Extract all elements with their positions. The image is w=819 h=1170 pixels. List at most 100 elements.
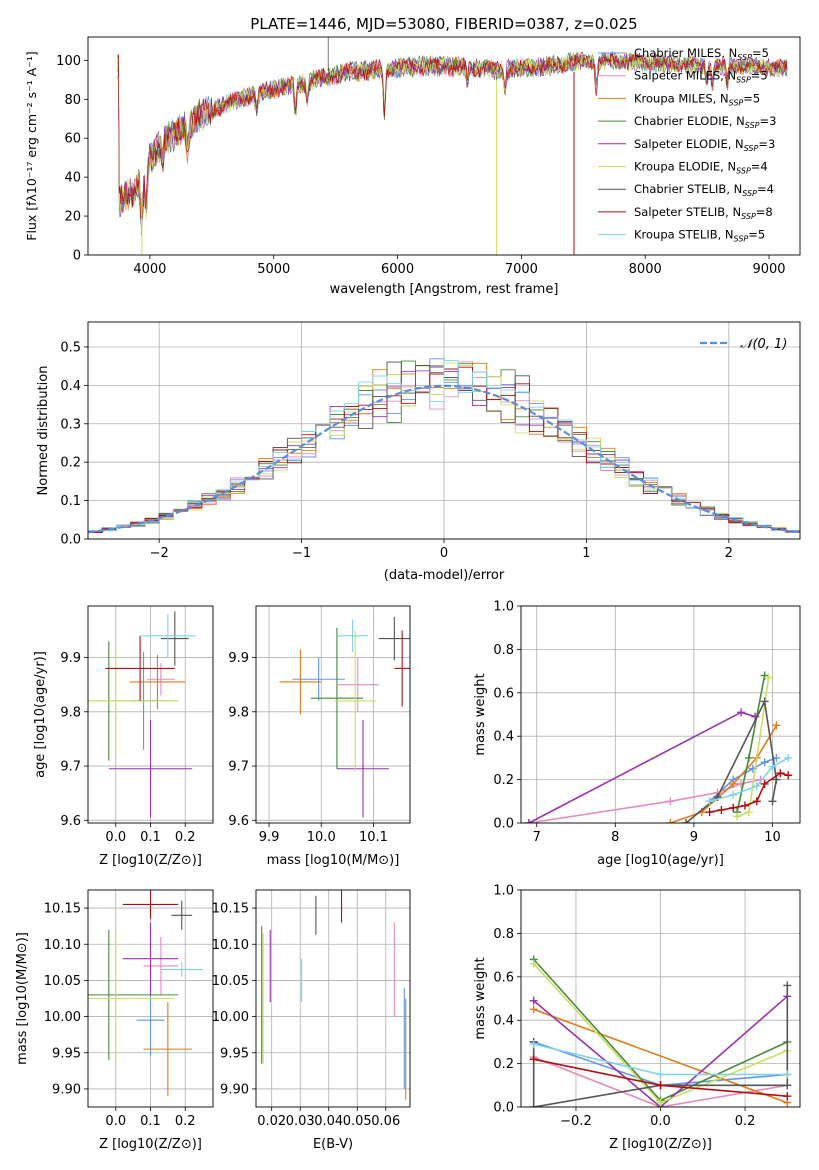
weight-marker	[529, 1040, 538, 1049]
y-tick-label-0: 9.90	[220, 1082, 249, 1097]
y-tick-label-1: 0.2	[493, 1057, 514, 1072]
y-tick-label-2: 40	[64, 171, 81, 186]
weight-lines	[529, 955, 792, 1107]
y-tick-label-2: 9.8	[60, 705, 81, 720]
x-tick-label-4: 2	[725, 546, 733, 561]
x-tick-label-0: −0.2	[560, 1114, 592, 1129]
x-tick-label-2: 9	[690, 830, 698, 845]
weight-marker	[705, 797, 714, 806]
weight-kroupa-stelib	[705, 753, 793, 806]
legend: Chabrier MILES, NSSP=5 Salpeter MILES, NS…	[598, 46, 776, 244]
weight-marker	[783, 981, 792, 990]
histogram-panel: −2 −1 0 1 2 0.0 0.1 0.2 0.3 0.4 0.5 (data-model)/er…	[36, 321, 801, 583]
x-axis-label: E(B-V)	[313, 1137, 353, 1152]
spectrum-lines	[117, 37, 788, 255]
errorbar-panel-5: 0.0 0.1 0.2 9.90 9.95 10.00 10.05 10.10 10.15 Z […	[15, 889, 214, 1152]
errorbar-kroupa-miles	[279, 649, 322, 715]
y-tick-label-5: 0.5	[60, 340, 81, 355]
weight-marker	[717, 805, 726, 814]
x-tick-label-2: 0.2	[175, 830, 196, 845]
y-tick-label-4: 0.4	[60, 379, 81, 394]
y-tick-label-1: 9.95	[220, 1046, 249, 1061]
x-axis-label: mass [log10(M/M⊙)]	[267, 853, 400, 868]
legend-label-7: Salpeter STELIB, NSSP=8	[634, 205, 773, 221]
x-tick-label-1: −1	[292, 546, 311, 561]
x-tick-label-2: 0	[440, 546, 448, 561]
errorbar-kroupa-elodie	[88, 646, 179, 756]
weight-marker	[729, 803, 738, 812]
y-tick-label-4: 0.8	[493, 927, 514, 942]
x-axis-label: Z [log10(Z/Z⊙)]	[99, 1137, 202, 1152]
weight-marker	[768, 762, 777, 771]
errorbar-kroupa-stelib	[336, 619, 369, 653]
y-tick-label-3: 9.9	[60, 651, 81, 666]
errorbar-chabrier-miles	[136, 984, 165, 1057]
weight-marker	[772, 721, 781, 730]
x-tick-label-0: −2	[150, 546, 169, 561]
y-axis-label: Flux [fλ10⁻¹⁷ erg cm⁻² s⁻¹ A⁻¹]	[24, 51, 39, 240]
axes-frame	[87, 889, 214, 1108]
x-tick-label-4: 0.06	[371, 1114, 400, 1129]
y-tick-label-5: 1.0	[493, 884, 514, 899]
y-tick-label-3: 0.6	[493, 970, 514, 985]
weight-marker	[760, 779, 769, 788]
x-tick-label-2: 6000	[381, 262, 414, 277]
y-tick-label-0: 9.6	[228, 814, 249, 829]
legend-label-1: Salpeter MILES, NSSP=5	[634, 69, 768, 85]
errorbar-kroupa-stelib	[140, 614, 196, 658]
x-axis-label: (data-model)/error	[384, 568, 505, 583]
weight-marker	[744, 753, 753, 762]
errorbars	[261, 890, 407, 1100]
weight-lines	[524, 671, 793, 823]
x-tick-label-1: 10.0	[307, 830, 336, 845]
x-tick-label-5: 9000	[752, 262, 785, 277]
x-tick-label-1: 8	[611, 830, 619, 845]
y-tick-label-5: 10.15	[212, 902, 249, 917]
y-tick-label-0: 0.0	[60, 533, 81, 548]
y-tick-label-0: 9.90	[52, 1082, 81, 1097]
y-tick-label-2: 0.2	[60, 456, 81, 471]
weight-marker	[760, 758, 769, 767]
x-axis-label: Z [log10(Z/Z⊙)]	[99, 853, 202, 868]
y-tick-label-4: 0.8	[493, 643, 514, 658]
y-tick-label-1: 20	[64, 210, 81, 225]
hist-salpeter-miles	[88, 361, 800, 533]
y-tick-label-0: 0.0	[493, 817, 514, 832]
y-tick-label-2: 10.00	[212, 1010, 249, 1025]
x-tick-label-0: 0.02	[257, 1114, 286, 1129]
x-tick-label-3: 1	[582, 546, 590, 561]
legend-label-8: Kroupa STELIB, NSSP=5	[634, 228, 765, 244]
y-axis-label: mass weight	[473, 957, 488, 1039]
x-axis-label: age [log10(age/yr)]	[597, 853, 724, 868]
x-axis-label: Z [log10(Z/Z⊙)]	[609, 1137, 712, 1152]
x-tick-label-2: 10.1	[359, 830, 388, 845]
weight-kroupa-elodie	[733, 673, 773, 821]
weight-marker	[729, 790, 738, 799]
legend-label-4: Salpeter ELODIE, NSSP=3	[634, 137, 775, 153]
weight-marker	[783, 1081, 792, 1090]
errorbar-kroupa-elodie	[88, 933, 175, 1064]
legend: 𝒩(0, 1)	[700, 337, 787, 352]
errorbars	[88, 611, 196, 818]
weight-panel-4: 7 8 9 10 0.0 0.2 0.4 0.6 0.8 1.0 age [log10(age/yr…	[473, 600, 801, 868]
x-tick-label-1: 0.1	[140, 830, 161, 845]
weight-marker	[705, 808, 714, 817]
weight-marker	[529, 959, 538, 968]
x-tick-label-0: 4000	[133, 262, 166, 277]
y-tick-label-1: 0.1	[60, 494, 81, 509]
weight-marker	[744, 808, 753, 817]
y-tick-label-4: 80	[64, 93, 81, 108]
errorbar-chabrier-elodie	[310, 627, 364, 769]
spectrum-salpeter-stelib	[117, 51, 788, 221]
weight-salpeter-stelib	[529, 1055, 792, 1101]
y-tick-label-3: 0.6	[493, 686, 514, 701]
y-tick-label-5: 1.0	[493, 600, 514, 615]
errorbar-salpeter-stelib	[122, 890, 179, 919]
errorbar-salpeter-stelib	[394, 630, 410, 707]
weight-marker	[666, 819, 675, 823]
axes-frame	[87, 321, 801, 540]
y-tick-label-3: 9.9	[228, 651, 249, 666]
y-tick-label-0: 0	[73, 249, 81, 264]
weight-marker	[656, 1081, 665, 1090]
errorbar-chabrier-elodie	[88, 929, 179, 1060]
